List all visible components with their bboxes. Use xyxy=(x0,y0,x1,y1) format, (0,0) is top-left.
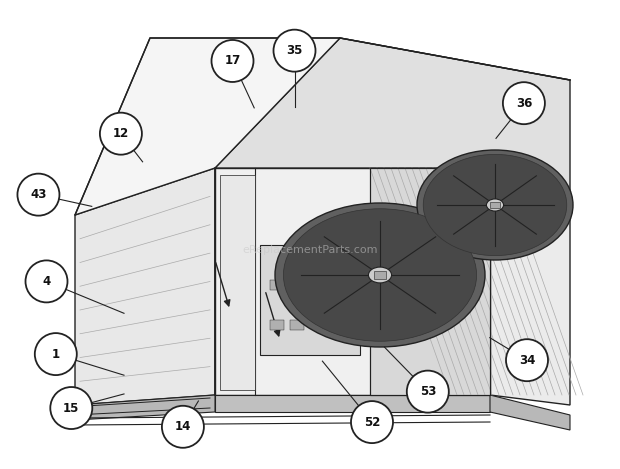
Text: 36: 36 xyxy=(516,97,532,110)
FancyBboxPatch shape xyxy=(260,245,360,355)
Ellipse shape xyxy=(487,199,503,211)
Text: 34: 34 xyxy=(519,354,535,367)
Text: 12: 12 xyxy=(113,127,129,140)
Circle shape xyxy=(506,339,548,381)
Circle shape xyxy=(351,401,393,443)
Polygon shape xyxy=(220,175,255,390)
Circle shape xyxy=(211,40,254,82)
Bar xyxy=(290,280,304,290)
Text: 15: 15 xyxy=(63,401,79,415)
Bar xyxy=(270,280,284,290)
Circle shape xyxy=(162,406,204,448)
Circle shape xyxy=(50,387,92,429)
Text: 1: 1 xyxy=(51,348,60,361)
Polygon shape xyxy=(490,168,570,405)
Text: 35: 35 xyxy=(286,44,303,57)
Bar xyxy=(490,202,500,208)
Ellipse shape xyxy=(283,209,477,341)
Text: 14: 14 xyxy=(175,420,191,433)
Circle shape xyxy=(17,174,60,216)
Text: eReplacementParts.com: eReplacementParts.com xyxy=(242,245,378,255)
Ellipse shape xyxy=(275,203,485,347)
Bar xyxy=(270,320,284,330)
Polygon shape xyxy=(215,168,490,395)
Text: 4: 4 xyxy=(42,275,51,288)
Bar xyxy=(290,320,304,330)
Polygon shape xyxy=(75,38,340,215)
Polygon shape xyxy=(490,395,570,430)
Polygon shape xyxy=(215,395,490,412)
Circle shape xyxy=(273,30,316,72)
Polygon shape xyxy=(370,168,490,395)
Bar xyxy=(310,280,324,290)
Bar xyxy=(330,280,344,290)
Polygon shape xyxy=(215,38,570,215)
Circle shape xyxy=(100,113,142,155)
Polygon shape xyxy=(75,395,215,420)
Ellipse shape xyxy=(368,267,392,283)
Polygon shape xyxy=(75,168,215,405)
Text: 53: 53 xyxy=(420,385,436,398)
Circle shape xyxy=(407,371,449,413)
Text: 17: 17 xyxy=(224,54,241,68)
Circle shape xyxy=(25,260,68,303)
Text: 52: 52 xyxy=(364,416,380,429)
Ellipse shape xyxy=(417,150,573,260)
Ellipse shape xyxy=(423,154,567,256)
Polygon shape xyxy=(55,405,75,418)
Text: 43: 43 xyxy=(30,188,46,201)
Circle shape xyxy=(35,333,77,375)
Circle shape xyxy=(503,82,545,124)
Bar xyxy=(374,271,386,280)
